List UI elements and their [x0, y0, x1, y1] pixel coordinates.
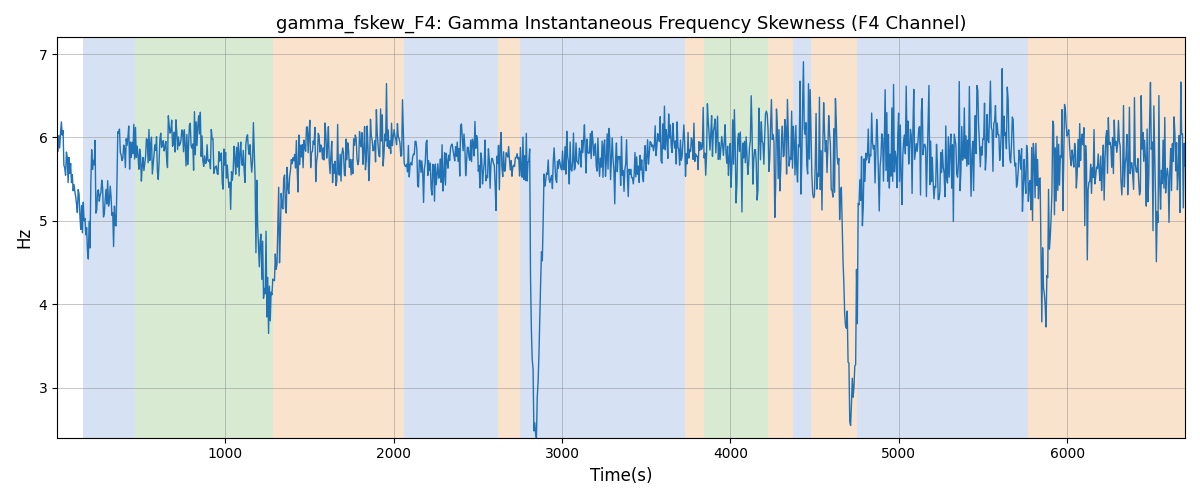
- Bar: [83, 38, 134, 438]
- Bar: [272, 38, 404, 438]
- Bar: [685, 38, 703, 438]
- Bar: [768, 38, 793, 438]
- Bar: [134, 38, 272, 438]
- Bar: [703, 38, 768, 438]
- Bar: [498, 38, 520, 438]
- Bar: [793, 38, 811, 438]
- Bar: [404, 38, 498, 438]
- Y-axis label: Hz: Hz: [16, 227, 34, 248]
- Bar: [1028, 38, 1184, 438]
- Bar: [811, 38, 857, 438]
- Bar: [857, 38, 1028, 438]
- Title: gamma_fskew_F4: Gamma Instantaneous Frequency Skewness (F4 Channel): gamma_fskew_F4: Gamma Instantaneous Freq…: [276, 15, 966, 34]
- Bar: [520, 38, 685, 438]
- X-axis label: Time(s): Time(s): [590, 467, 653, 485]
